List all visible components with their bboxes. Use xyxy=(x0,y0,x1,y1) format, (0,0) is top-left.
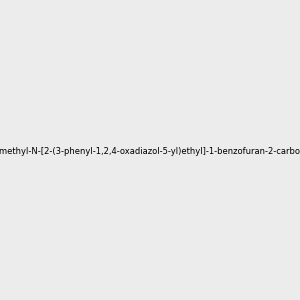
Text: 3,5-dimethyl-N-[2-(3-phenyl-1,2,4-oxadiazol-5-yl)ethyl]-1-benzofuran-2-carboxami: 3,5-dimethyl-N-[2-(3-phenyl-1,2,4-oxadia… xyxy=(0,147,300,156)
